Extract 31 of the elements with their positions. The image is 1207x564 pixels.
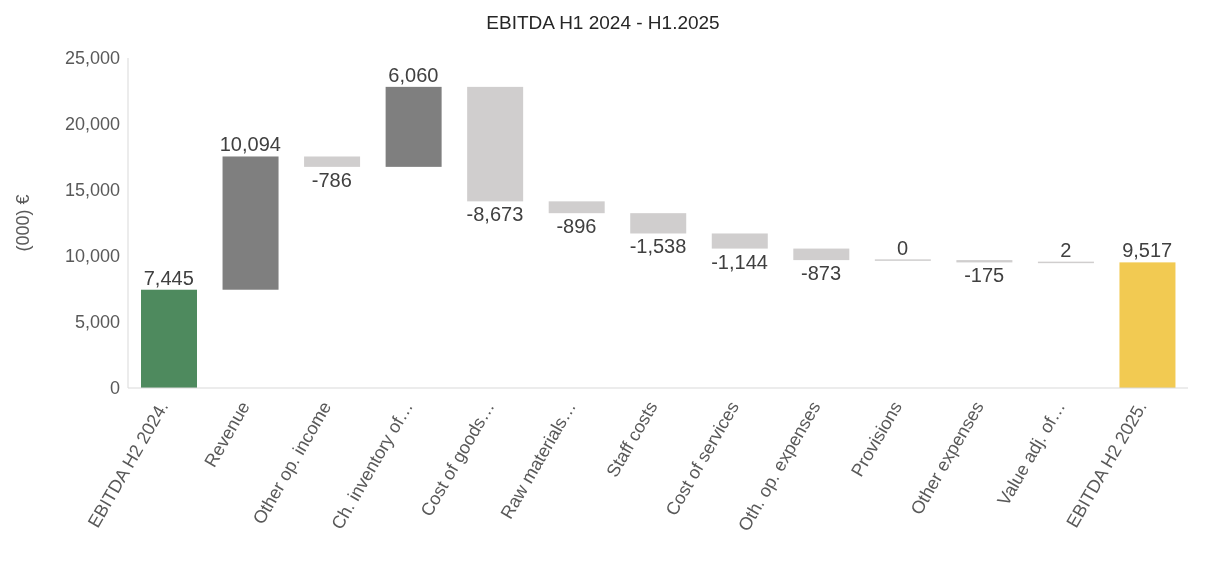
bar — [548, 201, 605, 214]
bar — [711, 233, 768, 249]
data-label: -1,538 — [629, 235, 687, 258]
data-label: -786 — [311, 168, 352, 191]
data-label: 6,060 — [388, 63, 439, 86]
data-label: -896 — [556, 215, 597, 238]
y-tick-label: 20,000 — [64, 114, 120, 135]
data-label: 0 — [897, 237, 909, 260]
bar — [385, 86, 442, 167]
y-axis-title: (000) € — [13, 194, 34, 252]
bar — [222, 156, 279, 290]
chart-title: EBITDA H1 2024 - H1.2025 — [485, 11, 721, 35]
y-tick-label: 5,000 — [74, 312, 120, 333]
y-tick-label: 10,000 — [64, 246, 120, 267]
bar — [141, 289, 197, 388]
data-label: 2 — [1060, 239, 1072, 262]
data-label: -8,673 — [466, 203, 524, 226]
data-label: 9,517 — [1122, 239, 1173, 262]
data-label: -873 — [801, 262, 842, 285]
data-label: 10,094 — [219, 133, 281, 156]
y-tick-label: 25,000 — [64, 48, 120, 69]
bar — [793, 248, 850, 261]
y-tick-label: 15,000 — [64, 180, 120, 201]
data-label: -175 — [964, 264, 1005, 287]
bar — [630, 213, 687, 234]
bar — [1119, 262, 1176, 388]
data-label: 7,445 — [143, 266, 194, 289]
data-label: -1,144 — [711, 250, 768, 273]
bar — [304, 156, 361, 167]
bar — [467, 86, 524, 202]
y-tick-label: 0 — [109, 378, 120, 399]
